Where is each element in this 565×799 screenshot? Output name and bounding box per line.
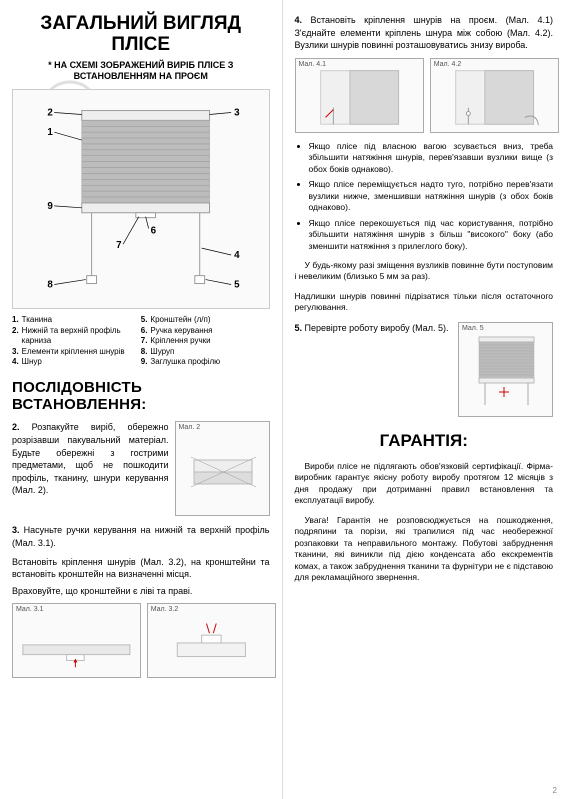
subtitle: * На схемі зображений виріб плісе з вста…: [12, 60, 270, 82]
step2-text: 2. Розпакуйте виріб, обережно розрізавши…: [12, 421, 169, 516]
adjustment-bullets: Якщо плісе під власною вагою зсувається …: [295, 141, 554, 252]
bullet-item: Якщо плісе переміщується надто туго, пот…: [309, 179, 554, 213]
figure-31: Мал. 3.1: [12, 603, 141, 678]
step3-text2: Встановіть кріплення шнурів (Мал. 3.2), …: [12, 556, 270, 581]
sequence-title: Послідовність встановлення:: [12, 379, 270, 413]
bullet-item: Якщо плісе під власною вагою зсувається …: [309, 141, 554, 175]
legend: 1.Тканина2.Нижній та верхній профіль кар…: [12, 315, 270, 367]
svg-text:5: 5: [234, 280, 240, 291]
figure-5: Мал. 5: [458, 322, 553, 417]
svg-text:8: 8: [47, 280, 53, 291]
legend-item: 1.Тканина: [12, 315, 141, 325]
svg-text:9: 9: [47, 201, 53, 212]
step3-text: 3. Насуньте ручки керування на нижній та…: [12, 524, 270, 549]
legend-item: 2.Нижній та верхній профіль карниза: [12, 326, 141, 347]
figure-42: Мал. 4.2: [430, 58, 559, 133]
legend-item: 6.Ручка керування: [141, 326, 270, 336]
svg-text:6: 6: [151, 226, 157, 237]
main-title: Загальний вигляд плісе: [12, 14, 270, 56]
step3-text3: Враховуйте, що кронштейни є ліві та прав…: [12, 585, 270, 598]
warranty-p1: Вироби плісе не підлягають обов'язковій …: [295, 461, 554, 507]
legend-item: 9.Заглушка профілю: [141, 357, 270, 367]
para2: Надлишки шнурів повинні підрізатися тіль…: [295, 291, 554, 314]
warranty-p2: Увага! Гарантія не розповсюджується на п…: [295, 515, 554, 584]
legend-item: 5.Кронштейн (л/п): [141, 315, 270, 325]
warranty-title: Гарантія:: [295, 431, 554, 451]
svg-text:4: 4: [234, 250, 240, 261]
svg-text:3: 3: [234, 108, 240, 119]
legend-item: 4.Шнур: [12, 357, 141, 367]
svg-text:7: 7: [116, 241, 122, 252]
bullet-item: Якщо плісе перекошується під час користу…: [309, 218, 554, 252]
figure-41: Мал. 4.1: [295, 58, 424, 133]
step5-text: 5. Перевірте роботу виробу (Мал. 5).: [295, 322, 453, 417]
para1: У будь-якому разі зміщення вузликів пови…: [295, 260, 554, 283]
page-number: 2: [553, 786, 557, 795]
legend-item: 7.Кріплення ручки: [141, 336, 270, 346]
figure-32: Мал. 3.2: [147, 603, 276, 678]
svg-text:1: 1: [47, 128, 53, 139]
legend-item: 3.Елементи кріплення шнурів: [12, 347, 141, 357]
legend-item: 8.Шуруп: [141, 347, 270, 357]
figure-2: Мал. 2: [175, 421, 270, 516]
diagram-main: 1 2 3 4 5 6 7 8 9: [12, 89, 270, 309]
svg-text:2: 2: [47, 108, 53, 119]
step4-text: 4. Встановіть кріплення шнурів на проєм.…: [295, 14, 554, 52]
